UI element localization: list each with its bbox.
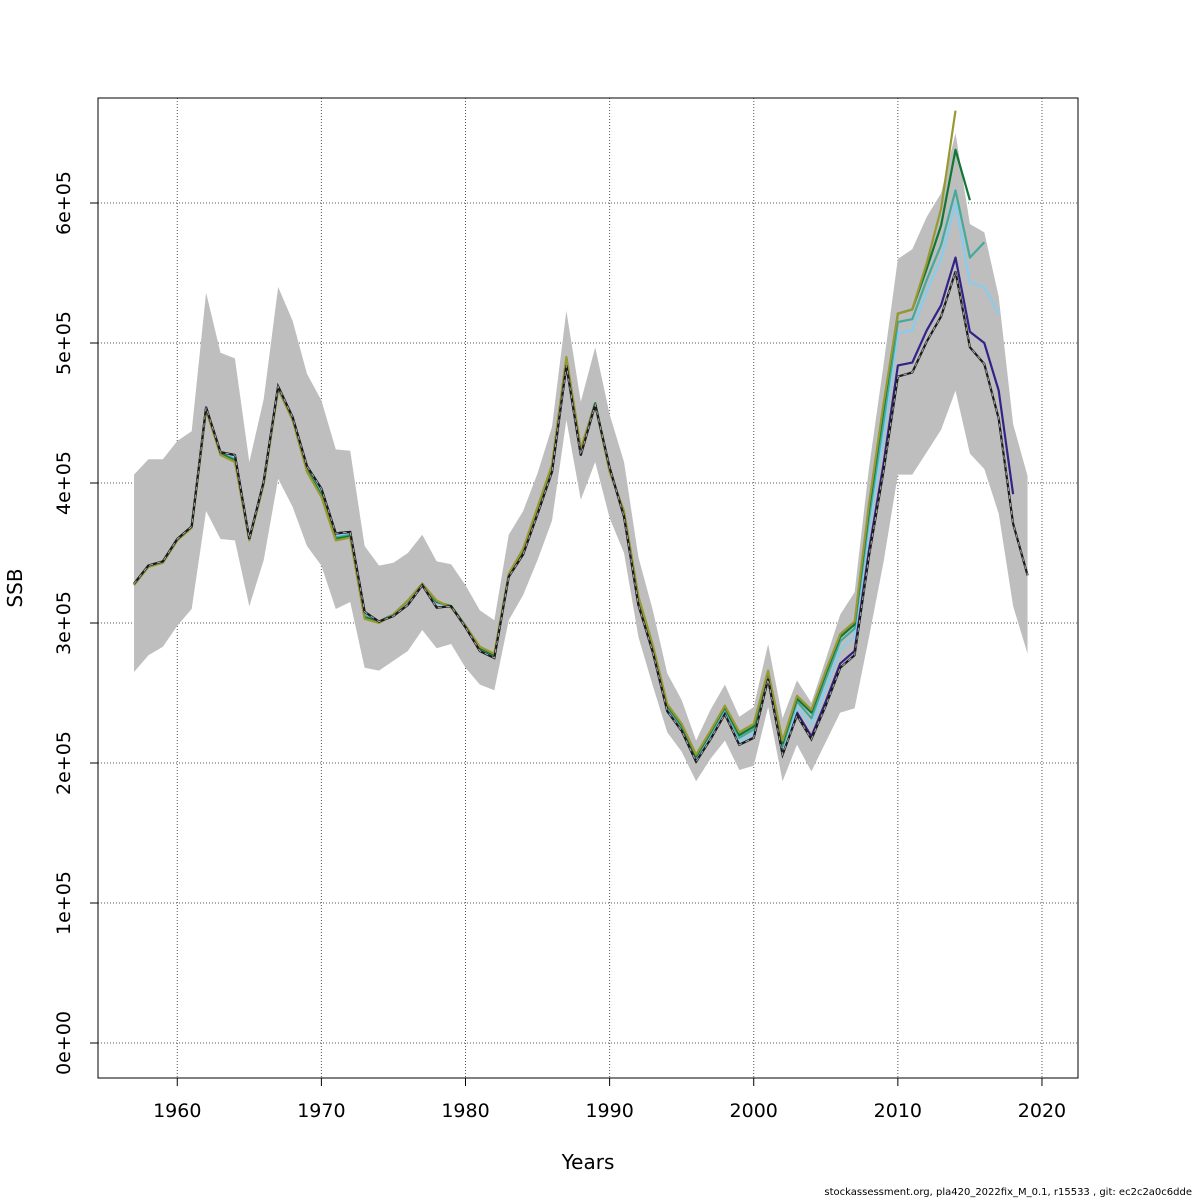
x-axis: 1960 1970 1980 1990 2000 2010 2020: [153, 1077, 1066, 1122]
x-tick-label: 1980: [441, 1100, 489, 1122]
x-tick-label: 2020: [1018, 1100, 1066, 1122]
x-tick-label: 2000: [730, 1100, 778, 1122]
x-tick-label: 1960: [153, 1100, 201, 1122]
confidence-band-layer: [134, 133, 1028, 782]
y-axis: 0e+00 1e+05 2e+05 3e+05 4e+05 5e+05 6e+05: [53, 171, 99, 1075]
confidence-band: [134, 133, 1028, 782]
series-lines: [133, 110, 1029, 764]
x-axis-title: Years: [561, 1150, 615, 1174]
y-tick-label: 2e+05: [53, 731, 75, 795]
series-line-0-base: [133, 271, 1029, 764]
footer-source-text: stockassessment.org, pla420_2022fix_M_0.…: [824, 1187, 1192, 1198]
x-tick-label: 2010: [874, 1100, 922, 1122]
y-tick-label: 4e+05: [53, 451, 75, 515]
y-tick-label: 5e+05: [53, 311, 75, 375]
y-axis-title: SSB: [3, 568, 27, 607]
x-tick-label: 1990: [585, 1100, 633, 1122]
y-tick-label: 6e+05: [53, 171, 75, 235]
x-tick-label: 1970: [297, 1100, 345, 1122]
y-tick-label: 0e+00: [53, 1011, 75, 1075]
y-tick-label: 1e+05: [53, 871, 75, 935]
y-tick-label: 3e+05: [53, 591, 75, 655]
